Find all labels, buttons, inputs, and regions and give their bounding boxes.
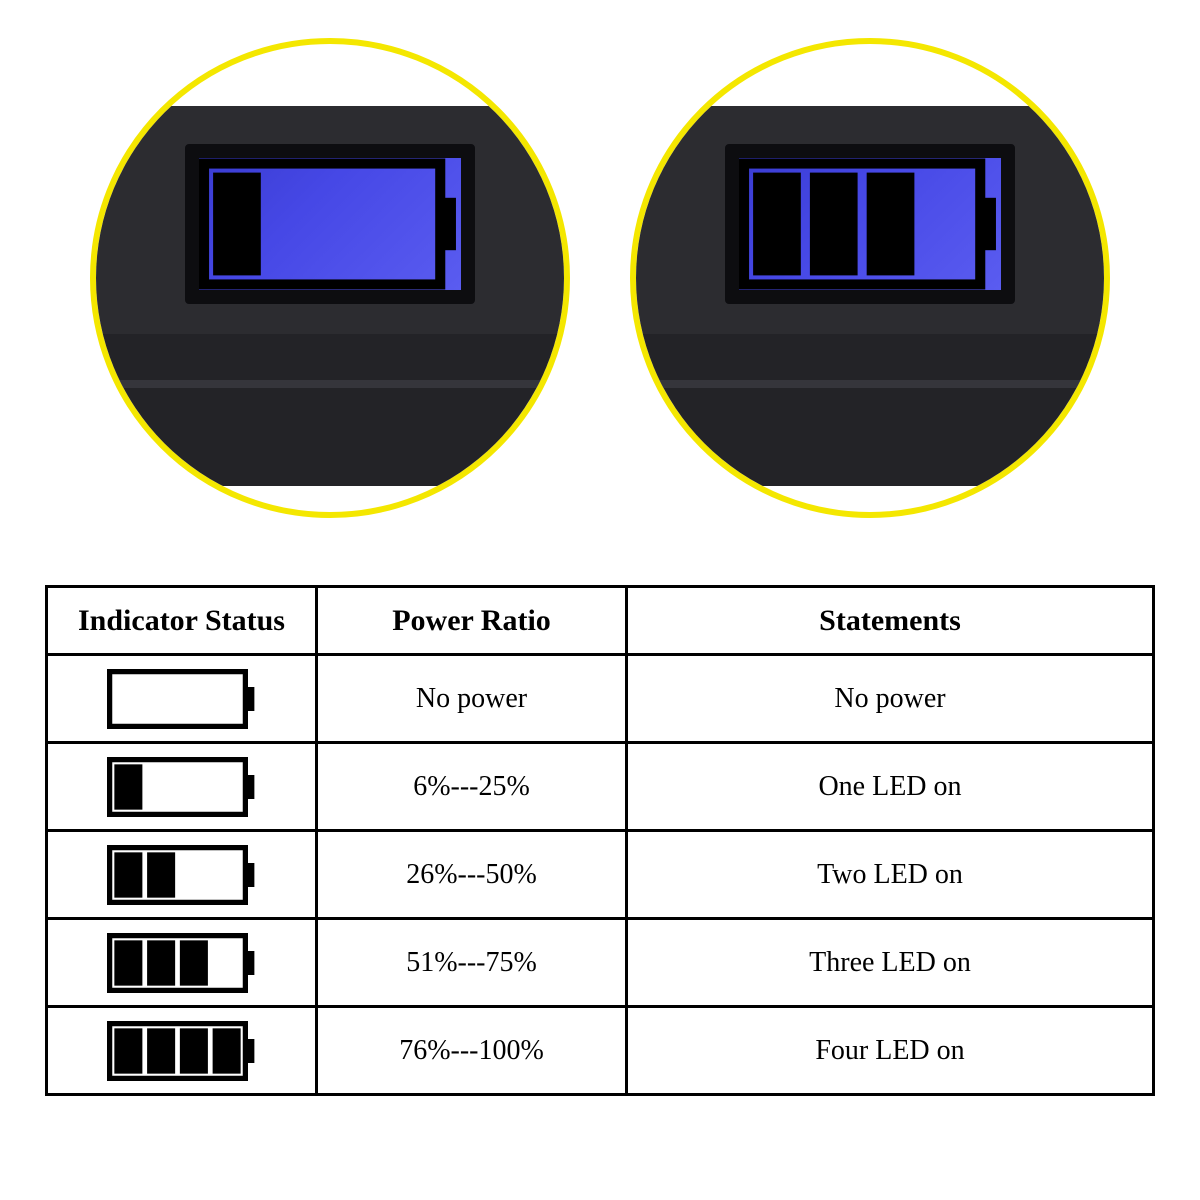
display-circles xyxy=(0,0,1200,560)
table-header-row: Indicator Status Power Ratio Statements xyxy=(47,587,1154,655)
battery-icon xyxy=(102,1021,262,1081)
charger-circle-left xyxy=(90,38,570,518)
battery-icon xyxy=(102,933,262,993)
th-power: Power Ratio xyxy=(317,587,627,655)
indicator-icon-cell xyxy=(47,743,317,831)
battery-icon xyxy=(102,845,262,905)
indicator-icon-cell xyxy=(47,1007,317,1095)
power-ratio-cell: 76%---100% xyxy=(317,1007,627,1095)
power-ratio-cell: 6%---25% xyxy=(317,743,627,831)
power-ratio-cell: 51%---75% xyxy=(317,919,627,1007)
table-body: No power No power 6%---25% One LED on 26… xyxy=(47,655,1154,1095)
indicator-table: Indicator Status Power Ratio Statements … xyxy=(45,585,1155,1096)
statement-cell: Four LED on xyxy=(627,1007,1154,1095)
table-row: 51%---75% Three LED on xyxy=(47,919,1154,1007)
indicator-icon-cell xyxy=(47,831,317,919)
th-statement: Statements xyxy=(627,587,1154,655)
battery-icon xyxy=(739,158,1001,290)
statement-cell: No power xyxy=(627,655,1154,743)
statement-cell: Two LED on xyxy=(627,831,1154,919)
statement-cell: One LED on xyxy=(627,743,1154,831)
indicator-icon-cell xyxy=(47,919,317,1007)
table-row: No power No power xyxy=(47,655,1154,743)
table-row: 26%---50% Two LED on xyxy=(47,831,1154,919)
th-indicator: Indicator Status xyxy=(47,587,317,655)
power-ratio-cell: No power xyxy=(317,655,627,743)
lcd-screen-left xyxy=(185,144,475,304)
charger-circle-right xyxy=(630,38,1110,518)
battery-icon xyxy=(102,669,262,729)
table-row: 6%---25% One LED on xyxy=(47,743,1154,831)
power-ratio-cell: 26%---50% xyxy=(317,831,627,919)
lcd-screen-right xyxy=(725,144,1015,304)
battery-icon xyxy=(102,757,262,817)
statement-cell: Three LED on xyxy=(627,919,1154,1007)
indicator-icon-cell xyxy=(47,655,317,743)
table-row: 76%---100% Four LED on xyxy=(47,1007,1154,1095)
battery-icon xyxy=(199,158,461,290)
indicator-table-wrap: Indicator Status Power Ratio Statements … xyxy=(45,585,1155,1096)
